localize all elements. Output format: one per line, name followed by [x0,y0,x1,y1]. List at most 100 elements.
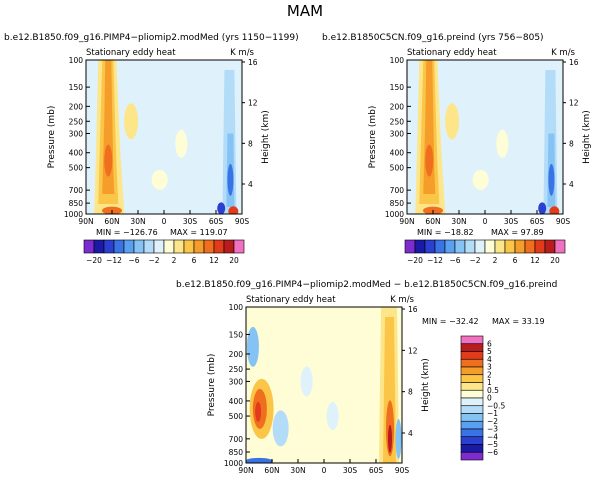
colorbar-swatch [554,239,566,254]
colorbar-label: −6 [449,256,460,265]
colorbar-swatch [444,239,456,254]
colorbar-swatch [460,389,484,399]
colorbar-swatch [460,451,484,461]
x-tick-label: 30S [343,466,358,475]
min-label: MIN = −18.82 [417,228,474,237]
height-tick-label: 12 [569,99,579,108]
height-tick-label: 4 [248,180,253,189]
plot-title: b.e12.B1850C5CN.f09_g16.preind (yrs 756−… [322,33,544,43]
warm-patch-3 [496,129,509,158]
x-tick-label: 30S [504,217,519,226]
y-tick-label: 400 [390,149,405,158]
colorbar-swatch [163,239,175,254]
plot-units: K m/s [551,48,575,58]
warm-patch-2 [151,169,168,190]
colorbar-label: −20 [407,256,423,265]
y-tick-label: 400 [229,397,244,406]
colorbar-label: −3 [487,425,498,434]
colorbar-swatch [183,239,195,254]
x-tick-label: 60S [530,217,545,226]
warm-core [104,144,113,177]
colorbar-swatch [474,239,486,254]
height-axis-label: Height (km) [261,110,271,164]
y-tick-label: 850 [229,448,244,457]
x-tick-label: 0 [322,466,327,475]
y-tick-label: 150 [390,83,405,92]
colorbar-label: 20 [229,256,239,265]
colorbar-swatch [233,239,245,254]
colorbar-swatch [460,351,484,360]
x-tick-label: 90N [399,217,414,226]
colorbar-label: 1 [487,378,492,387]
warm-patch-1 [445,103,460,140]
colorbar-swatch [213,239,225,254]
colorbar-swatch [103,239,115,254]
colorbar-swatch [484,239,496,254]
height-tick-label: 16 [248,58,258,67]
height-tick-label: 4 [408,429,413,438]
colorbar-swatch [460,397,484,407]
colorbar-label: −12 [427,256,443,265]
surface-warm-south [228,206,239,214]
y-tick-label: 150 [69,83,84,92]
colorbar-label: 2 [172,256,177,265]
colorbar-swatch [524,239,536,254]
plot-title: b.e12.B1850.f09_g16.PIMP4−pliomip2.modMe… [176,280,557,290]
colorbar-swatch [123,239,135,254]
colorbar-swatch [534,239,546,254]
y-tick-label: 850 [390,199,405,208]
colorbar-swatch [193,239,205,254]
colorbar-label: 20 [550,256,560,265]
colorbar-swatch [113,239,125,254]
cold-core [227,163,234,196]
contour-plot-1: b.e12.B1850.f09_g16.PIMP4−pliomip2.modMe… [4,33,299,237]
y-tick-label: 300 [69,129,84,138]
colorbar-swatch [133,239,145,254]
plot-subtitle: Stationary eddy heat [246,295,336,305]
plot-title: b.e12.B1850.f09_g16.PIMP4−pliomip2.modMe… [4,33,299,43]
diff-cold-north-upper [246,326,259,367]
colorbar-swatch [83,239,95,254]
height-tick-label: 8 [569,139,574,148]
colorbar-label: −2 [487,417,498,426]
colorbar-swatch [404,239,416,254]
max-label: MAX = 119.07 [170,228,228,237]
colorbar-label: 12 [530,256,540,265]
x-tick-label: 60S [369,466,384,475]
colorbar-swatch [460,366,484,376]
x-tick-label: 0 [483,217,488,226]
colorbar-swatch [153,239,165,254]
y-tick-label: 250 [229,365,244,374]
plots: b.e12.B1850.f09_g16.PIMP4−pliomip2.modMe… [4,33,592,475]
colorbar-swatch [460,382,484,391]
plot-subtitle: Stationary eddy heat [407,48,497,58]
colorbar-label: 2 [487,370,492,379]
colorbar-label: 0 [487,394,492,403]
colorbar-swatch [494,239,506,254]
colorbar-label: 6 [192,256,197,265]
height-tick-label: 12 [408,346,418,355]
y-tick-label: 200 [390,102,405,111]
colorbar-swatch [223,239,235,254]
diff-warm-south-core [388,424,392,453]
y-tick-label: 1000 [385,210,404,219]
x-tick-label: 60N [264,466,279,475]
y-tick-label: 500 [390,164,405,173]
x-tick-label: 0 [162,217,167,226]
x-tick-label: 90S [395,466,410,475]
colorbar-label: −6 [487,448,498,457]
warm-patch-2 [472,169,489,190]
x-tick-label: 30N [451,217,466,226]
colorbar-swatch [454,239,466,254]
x-tick-label: 60S [209,217,224,226]
colorbar-swatch [93,239,105,254]
colorbar-swatch [460,343,484,352]
max-label: MAX = 97.89 [491,228,544,237]
colorbar-1: −20 −12 −6 −2 2 6 12 20 [83,239,245,265]
warm-core [425,144,434,177]
colorbar-swatch [460,374,484,383]
colorbar-label: 0.5 [487,386,499,395]
diff-cold-south-edge [395,418,402,459]
diff-cold-mid [272,410,289,447]
